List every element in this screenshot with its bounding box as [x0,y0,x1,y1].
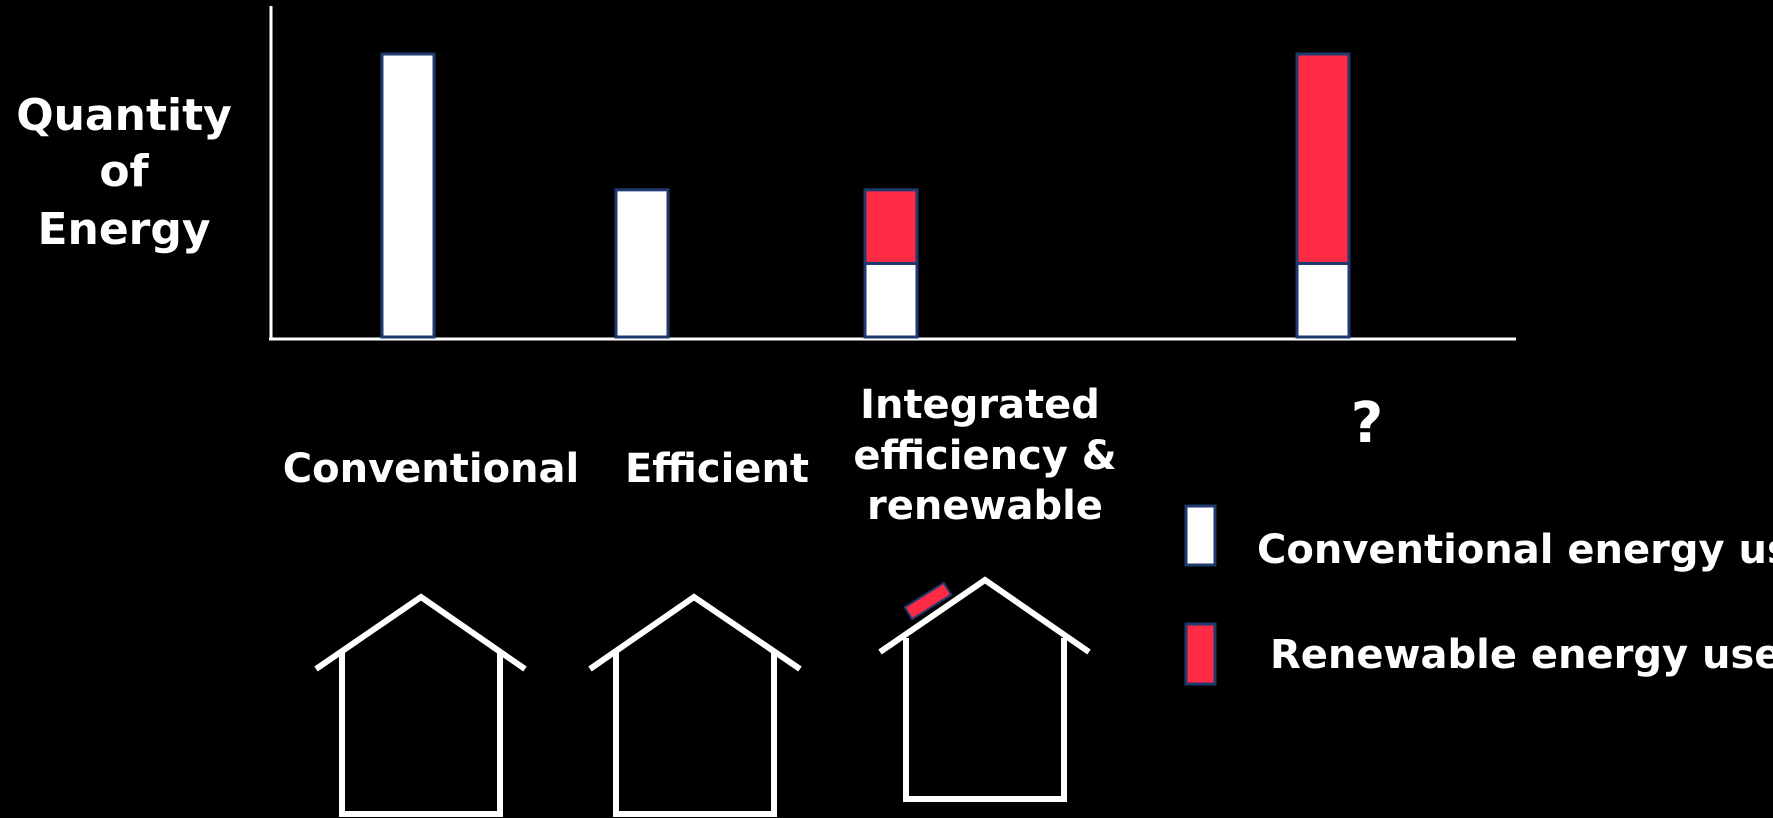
category-label-question: ? [1351,391,1383,456]
y-axis-label: Quantity of Energy [16,90,232,255]
solar-panel-icon [903,581,953,621]
category-label: renewable [867,483,1103,529]
legend: Conventional energy use Renewable energy… [1184,504,1773,686]
house-with-solar-panel-icon [878,576,1091,802]
category-label-integrated: Integrated efficiency & renewable [853,382,1116,529]
house-icon [314,593,527,817]
y-axis-label-line: of [99,146,149,197]
category-label-efficient: Efficient [625,446,809,492]
category-label: ? [1351,391,1383,456]
house-icon [588,593,802,817]
bar-segment-conventional [380,52,436,339]
y-axis-label-line: Quantity [16,90,232,141]
category-label: Efficient [625,446,809,492]
bar-segment-renewable [1295,52,1351,265]
legend-label-conventional: Conventional energy use [1257,527,1773,573]
category-label: efficiency & [853,433,1116,479]
y-axis-label-line: Energy [37,204,210,255]
bars [380,52,1351,339]
legend-swatch-renewable [1184,622,1217,686]
bar-segment-conventional [614,188,670,339]
category-label: Conventional [283,446,579,492]
bar-segment-conventional [1295,261,1351,339]
bar-segment-conventional [863,261,919,339]
bar-segment-renewable [863,188,919,265]
legend-label-renewable: Renewable energy use [1270,632,1773,678]
category-label: Integrated [860,382,1100,428]
category-label-conventional: Conventional [283,446,579,492]
legend-swatch-conventional [1184,504,1217,567]
